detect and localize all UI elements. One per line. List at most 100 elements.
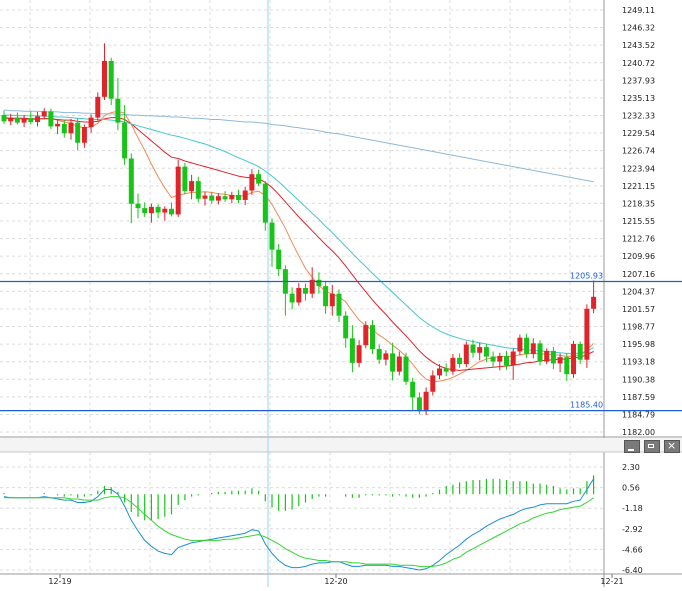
candle-body [88, 117, 94, 128]
candle-body [209, 195, 215, 201]
candle-body [356, 345, 362, 363]
candle-body [363, 325, 369, 346]
candle-body [483, 347, 489, 357]
candle-body [14, 117, 20, 123]
candle-body [443, 368, 449, 372]
moving-average-line-3 [4, 114, 594, 354]
candle-body [504, 355, 509, 366]
candle-body [537, 343, 543, 362]
macd-dif-line [3, 478, 595, 571]
candle-body [276, 249, 282, 270]
candle-body [349, 338, 355, 363]
candle-body [222, 196, 228, 200]
y-tick-label: 1221.15 [622, 182, 655, 191]
candle-body [577, 343, 583, 360]
candle-body [416, 397, 422, 412]
candle-body [289, 293, 295, 303]
candle-body [108, 60, 114, 99]
candle-body [142, 208, 148, 214]
candle-body [517, 337, 523, 352]
candle-body [115, 98, 121, 123]
y-tick-label: 1212.76 [622, 235, 655, 244]
macd-tick-label: 2.30 [622, 463, 640, 472]
maximize-icon[interactable] [644, 440, 660, 453]
candle-body [584, 308, 590, 360]
candle-body [510, 351, 516, 366]
y-tick-label: 1223.94 [622, 164, 655, 173]
candle-body [215, 196, 221, 201]
candle-body [303, 288, 308, 294]
moving-average-line-1 [4, 110, 594, 383]
candle-body [544, 350, 550, 362]
y-tick-label: 1240.72 [622, 59, 655, 68]
x-tick-label: 12-20 [324, 577, 347, 586]
y-tick-label: 1190.38 [622, 375, 655, 384]
candle-body [262, 183, 268, 223]
candle-body [403, 356, 409, 382]
price-level-label: 1185.40 [570, 401, 603, 410]
candle-body [524, 337, 530, 355]
candle-body [336, 293, 342, 316]
candle-body [329, 293, 335, 307]
candle-body [102, 60, 107, 97]
y-tick-label: 1193.18 [622, 358, 655, 367]
macd-dea-line [4, 496, 594, 567]
candle-body [48, 111, 54, 127]
candle-body [530, 343, 536, 355]
candle-body [242, 190, 248, 200]
y-tick-label: 1184.79 [622, 410, 655, 419]
candle-body [370, 325, 375, 349]
y-tick-label: 1195.98 [622, 340, 655, 349]
candle-body [135, 203, 141, 209]
candle-body [128, 158, 134, 204]
panel-header [0, 438, 682, 452]
candle-body [81, 127, 87, 143]
candle-body [41, 111, 47, 117]
candle-body [169, 208, 174, 215]
y-tick-label: 1237.93 [622, 76, 655, 85]
candle-body [423, 391, 429, 412]
candle-body [155, 206, 161, 213]
y-tick-label: 1187.59 [622, 393, 655, 402]
y-tick-label: 1235.13 [622, 94, 655, 103]
macd-tick-label: -2.92 [622, 525, 643, 534]
moving-average-line-2 [3, 117, 594, 371]
candle-body [202, 195, 208, 199]
candle-body [316, 279, 322, 287]
moving-average-line-4 [3, 109, 594, 183]
candle-body [61, 123, 67, 134]
close-icon[interactable] [664, 440, 680, 453]
minimize-icon[interactable] [624, 440, 640, 453]
y-tick-label: 1243.52 [622, 41, 655, 50]
candle-body [463, 344, 469, 365]
y-tick-label: 1218.35 [622, 199, 655, 208]
candle-body [564, 357, 570, 375]
candle-body [1, 115, 7, 122]
macd-tick-label: -6.40 [622, 566, 643, 575]
y-tick-label: 1209.96 [622, 252, 655, 261]
candle-body [195, 181, 201, 199]
y-tick-label: 1229.54 [622, 129, 655, 138]
y-tick-label: 1249.11 [622, 6, 655, 15]
macd-tick-label: 0.56 [622, 484, 640, 493]
candle-body [390, 353, 396, 372]
x-tick-label: 12-19 [48, 577, 71, 586]
macd-tick-label: -4.66 [622, 545, 643, 554]
y-tick-label: 1226.74 [622, 147, 655, 156]
candle-body [175, 166, 181, 215]
candle-body [430, 375, 436, 392]
candle-body [457, 357, 463, 365]
candle-body [8, 117, 14, 122]
y-tick-label: 1198.77 [622, 323, 655, 332]
candle-body [557, 357, 563, 364]
y-tick-label: 1201.57 [622, 305, 655, 314]
candle-body [470, 344, 476, 353]
candle-body [376, 348, 382, 360]
candle-body [68, 122, 74, 134]
candle-body [95, 96, 101, 118]
x-tick-label: 12-21 [600, 577, 623, 586]
candle-body [477, 347, 483, 353]
candle-body [497, 355, 503, 362]
